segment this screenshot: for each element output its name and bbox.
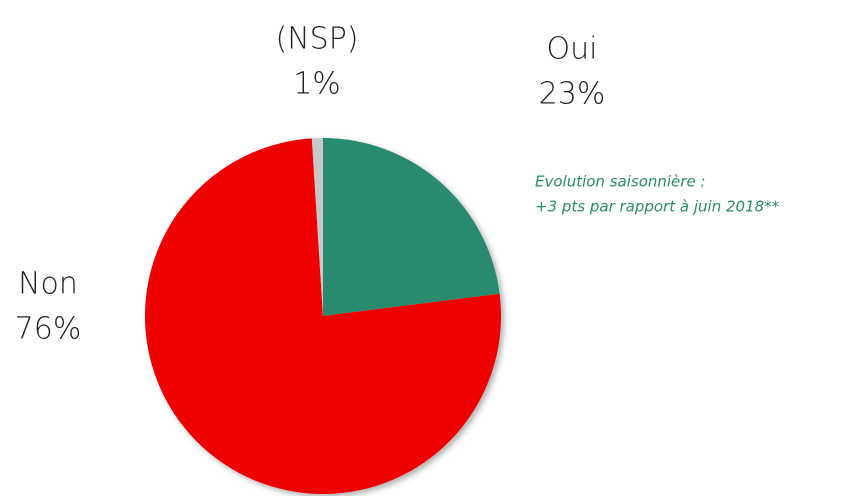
annotation: Evolution saisonnière :	[535, 173, 706, 191]
value-label: 76%	[15, 312, 82, 347]
value-label: 23%	[539, 77, 606, 112]
category-label: Non	[18, 267, 78, 302]
category-label: Oui	[547, 32, 598, 67]
value-label: 1%	[293, 67, 341, 102]
pie-slice	[144, 138, 501, 494]
category-label: (NSP)	[276, 22, 359, 57]
annotation: +3 pts par rapport à juin 2018**	[535, 198, 780, 216]
pie-slice	[323, 138, 500, 316]
pie	[144, 138, 501, 494]
pie-slice	[311, 138, 323, 316]
